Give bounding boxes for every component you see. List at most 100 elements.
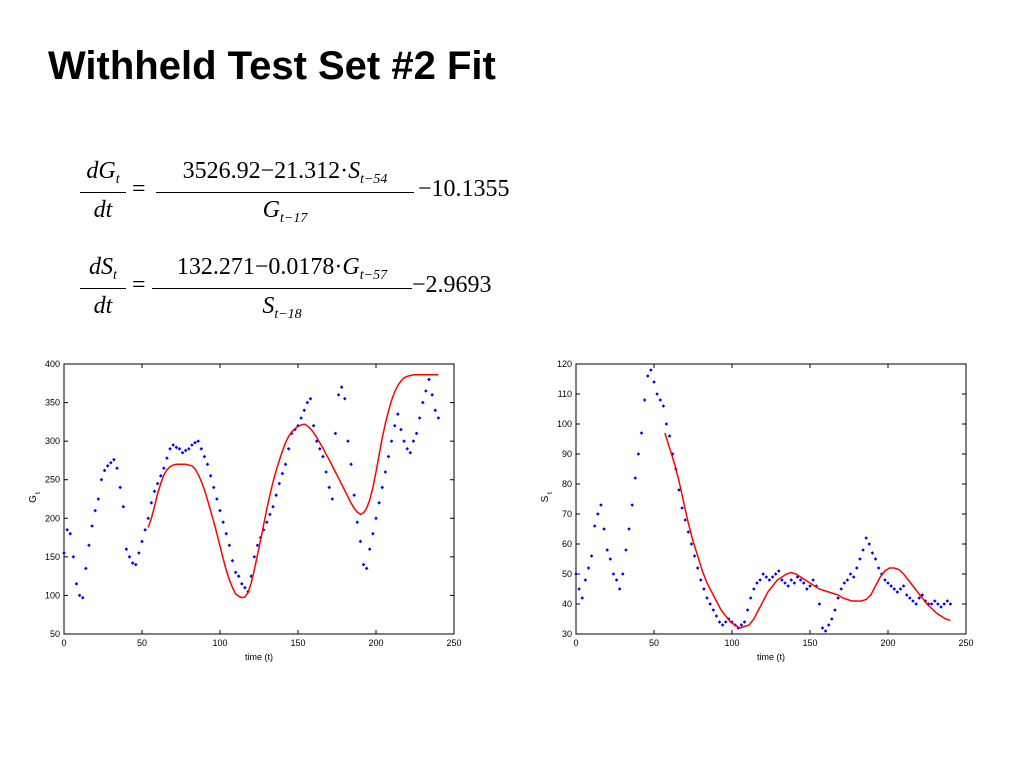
observed-point [826,623,831,627]
lhs-fraction: dSt dt [80,248,126,328]
observed-point [355,520,360,524]
observed-point [908,596,912,600]
observed-point [633,476,638,480]
observed-point [352,493,356,497]
observed-point [112,457,116,462]
observed-point [817,602,822,606]
x-axis-label: time (t) [757,652,785,662]
model-fit-line [147,374,439,599]
rhs-numerator-var: G [342,254,360,280]
observed-point [271,504,275,509]
observed-point [211,485,216,490]
observed-point [255,543,260,548]
observed-point [218,508,222,513]
observed-point [780,578,784,582]
observed-point [77,593,82,598]
observed-point [96,497,101,501]
observed-point [945,599,950,603]
observed-point [411,439,416,443]
observed-point [789,578,794,582]
observed-point [324,470,328,474]
observed-point [692,554,697,558]
observed-point [140,539,144,544]
lhs-numerator: dS [89,254,114,280]
observed-point [124,547,129,551]
y-tick-label: 70 [562,509,572,519]
observed-point [883,578,887,582]
observed-point [436,416,441,420]
observed-point [74,582,79,586]
slide-title: Withheld Test Set #2 Fit [48,44,496,88]
observed-point [80,595,85,600]
observed-point [711,608,716,612]
x-tick-label: 200 [880,638,895,648]
observed-point [277,481,282,486]
observed-point [396,412,400,416]
observed-point [624,548,628,552]
observed-point [346,439,350,443]
observed-point [149,501,154,505]
y-axis-label-sub: t [547,492,554,494]
y-axis-label: Gt [28,492,42,503]
observed-point [261,528,266,532]
observed-point [867,542,872,546]
observed-point [68,531,73,536]
observed-point [848,572,853,576]
observed-point [783,581,787,585]
observed-point [318,447,322,451]
observed-point [714,614,719,618]
observed-point [630,503,634,507]
y-tick-label: 50 [562,569,572,579]
y-tick-label: 30 [562,629,572,639]
observed-point [158,474,163,478]
observed-point [677,488,681,492]
y-axis-label-sub: t [35,492,42,494]
observed-point [127,555,132,559]
y-tick-label: 400 [45,359,60,369]
observed-point [358,539,363,544]
rhs-fraction: 3526.92−21.312·St−54 Gt−17 [156,152,414,232]
observed-point [904,593,909,597]
y-tick-label: 120 [557,359,572,369]
rhs-numerator-sub: t−57 [359,268,388,283]
x-tick-label: 100 [212,638,227,648]
observed-point [115,466,119,470]
observed-point [249,574,253,578]
observed-point [833,608,837,612]
observed-point [109,460,113,465]
chart-g: 0 50 100 150 200 25050100150200250300350400ti… [28,359,462,662]
observed-point [286,447,291,451]
rhs-denominator-sub: t−17 [280,211,308,226]
observed-point [152,489,157,494]
observed-point [755,581,759,585]
observed-point [162,466,166,470]
equation-ds-dt: dSt dt = 132.271−0.0178·Gt−57 St−18 −2.9… [80,248,540,328]
observed-point [383,470,388,474]
observed-point [758,578,762,582]
observed-point [745,608,750,612]
observed-point [614,578,619,582]
observed-point [599,503,603,507]
observed-point [243,585,247,590]
observed-point [689,542,694,546]
rhs-denominator-var: S [262,293,275,319]
observed-point [364,566,369,571]
observed-point [639,431,644,435]
equals-sign: = [132,176,146,202]
observed-point [327,485,331,490]
lhs-numerator-sub: t [115,172,120,187]
observed-point [87,543,91,548]
observed-point [661,404,666,408]
observed-point [942,602,946,606]
observed-point [836,596,840,600]
observed-point [889,584,893,588]
observed-point [199,447,204,451]
observed-point [93,508,97,513]
observed-point [770,575,775,579]
observed-point [664,422,669,426]
observed-point [786,584,790,588]
y-tick-label: 100 [45,590,60,600]
observed-point [851,575,856,579]
observed-point [642,398,647,402]
observed-point [933,599,937,603]
